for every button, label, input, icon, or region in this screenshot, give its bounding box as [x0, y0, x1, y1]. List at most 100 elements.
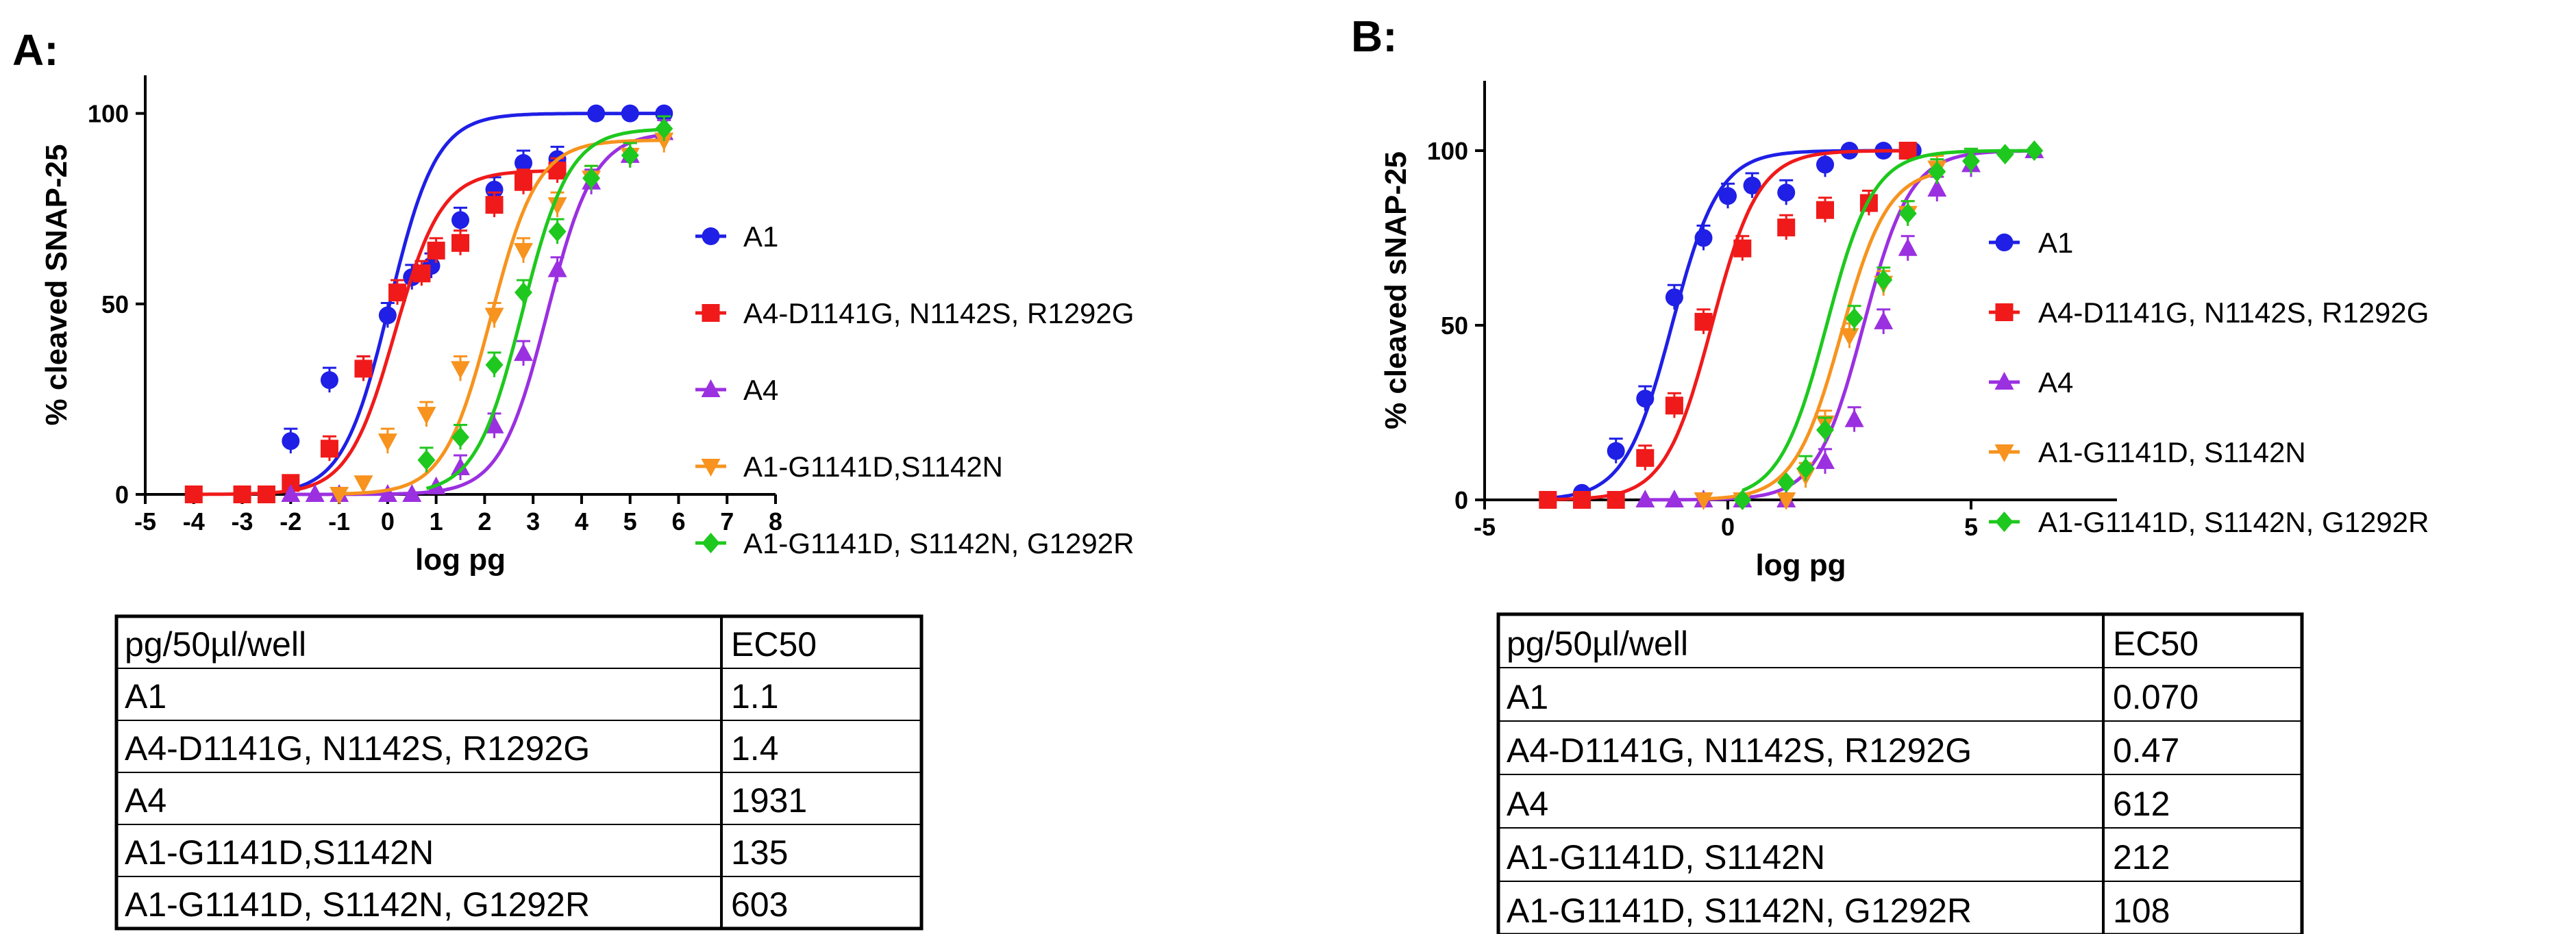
legend-marker — [702, 533, 720, 553]
y-tick-label: 0 — [115, 481, 129, 509]
data-point — [1874, 269, 1893, 290]
x-tick-label: 5 — [1964, 513, 1978, 541]
data-point — [1719, 187, 1737, 205]
table-header-cell: pg/50µl/well — [1507, 624, 1688, 663]
data-point — [257, 485, 275, 503]
table-cell: 0.070 — [2113, 678, 2199, 716]
data-point — [402, 484, 422, 502]
data-point — [451, 361, 470, 379]
data-point — [378, 306, 397, 325]
x-tick-label: 7 — [720, 507, 734, 535]
data-point — [1816, 155, 1834, 174]
legend-marker — [701, 459, 721, 477]
data-point — [451, 427, 469, 448]
data-point — [485, 180, 504, 199]
table-cell: 212 — [2113, 838, 2170, 876]
data-point — [1962, 151, 1980, 172]
data-point — [417, 407, 436, 425]
data-point — [515, 173, 532, 191]
table-cell: A4-D1141G, N1142S, R1292G — [1507, 731, 1972, 770]
data-point — [1927, 179, 1947, 197]
data-point — [1607, 491, 1625, 509]
x-tick-label: 5 — [623, 507, 637, 535]
data-point — [587, 104, 606, 123]
data-point — [514, 242, 533, 261]
data-point — [1694, 312, 1713, 331]
data-point — [377, 484, 397, 502]
x-tick-label: -5 — [134, 507, 156, 535]
x-tick-label: -4 — [183, 507, 205, 535]
data-point — [354, 359, 373, 378]
table-header-cell: EC50 — [2113, 624, 2199, 663]
data-point — [484, 415, 504, 433]
table-cell: A1-G1141D,S1142N — [125, 833, 434, 872]
data-point — [621, 144, 639, 166]
data-point — [320, 371, 338, 390]
y-axis-title: % cleaved SNAP-25 — [40, 144, 73, 426]
data-point — [320, 440, 338, 458]
legend-label: A1 — [2038, 227, 2073, 259]
data-point — [1874, 311, 1894, 329]
y-tick-label: 50 — [101, 290, 129, 318]
legend-marker — [702, 304, 720, 322]
data-point — [282, 432, 300, 451]
y-tick-label: 100 — [88, 100, 129, 128]
table-cell: A1 — [125, 677, 166, 716]
x-tick-label: 4 — [575, 507, 589, 535]
data-point — [621, 104, 639, 123]
data-point — [1539, 491, 1557, 509]
data-point — [1996, 144, 2014, 165]
legend-marker — [702, 227, 720, 245]
data-point — [655, 118, 673, 139]
data-point — [1844, 409, 1864, 427]
data-point — [1777, 218, 1796, 237]
data-point — [1777, 184, 1796, 202]
data-point — [1777, 472, 1796, 493]
data-point — [485, 196, 504, 214]
data-point — [305, 484, 325, 502]
legend-marker — [1995, 303, 2014, 321]
table-cell: 612 — [2113, 785, 2170, 823]
x-tick-label: 0 — [1721, 513, 1735, 541]
legend-label: A4-D1141G, N1142S, R1292G — [743, 297, 1134, 329]
legend-label: A1-G1141D, S1142N, G1292R — [2038, 506, 2429, 538]
legend-label: A4-D1141G, N1142S, R1292G — [2038, 296, 2429, 329]
table-header-cell: pg/50µl/well — [125, 625, 306, 664]
data-point — [1840, 328, 1859, 346]
data-point — [1694, 492, 1713, 510]
data-point — [1743, 177, 1761, 194]
panel-label: B: — [1351, 12, 1398, 61]
data-point — [281, 484, 301, 502]
x-tick-label: 6 — [671, 507, 685, 535]
data-point — [1928, 161, 1946, 182]
panel-a: A: 0 50 100 -5 -4 -3 -2 -1 0 1 2 3 4 5 6 7 8 log pg % cleav… — [12, 25, 1134, 931]
data-point — [1898, 238, 1918, 256]
data-point — [515, 282, 532, 303]
legend-marker — [1995, 512, 2014, 532]
legend-label: A4 — [743, 374, 778, 406]
panel-label: A: — [12, 25, 59, 75]
x-tick-label: -5 — [1474, 513, 1496, 541]
table-cell: 108 — [2113, 892, 2170, 930]
fit-curve — [339, 138, 665, 496]
data-point — [388, 283, 406, 302]
y-tick-label: 100 — [1427, 137, 1468, 165]
data-point — [1845, 307, 1863, 329]
table-cell: 135 — [731, 833, 788, 872]
table-cell: 0.47 — [2113, 731, 2179, 770]
data-point — [427, 241, 445, 260]
x-tick-label: 8 — [769, 507, 782, 535]
data-point — [412, 264, 431, 283]
data-point — [1694, 229, 1713, 247]
data-point — [485, 354, 504, 375]
table-cell: 1.4 — [731, 729, 779, 768]
data-point — [377, 433, 397, 452]
data-point — [1665, 288, 1683, 307]
legend-label: A1-G1141D, S1142N, G1292R — [743, 527, 1134, 559]
x-tick-label: 3 — [526, 507, 540, 535]
x-tick-label: -3 — [232, 507, 253, 535]
data-point — [1733, 490, 1752, 510]
series-4 — [417, 115, 673, 490]
